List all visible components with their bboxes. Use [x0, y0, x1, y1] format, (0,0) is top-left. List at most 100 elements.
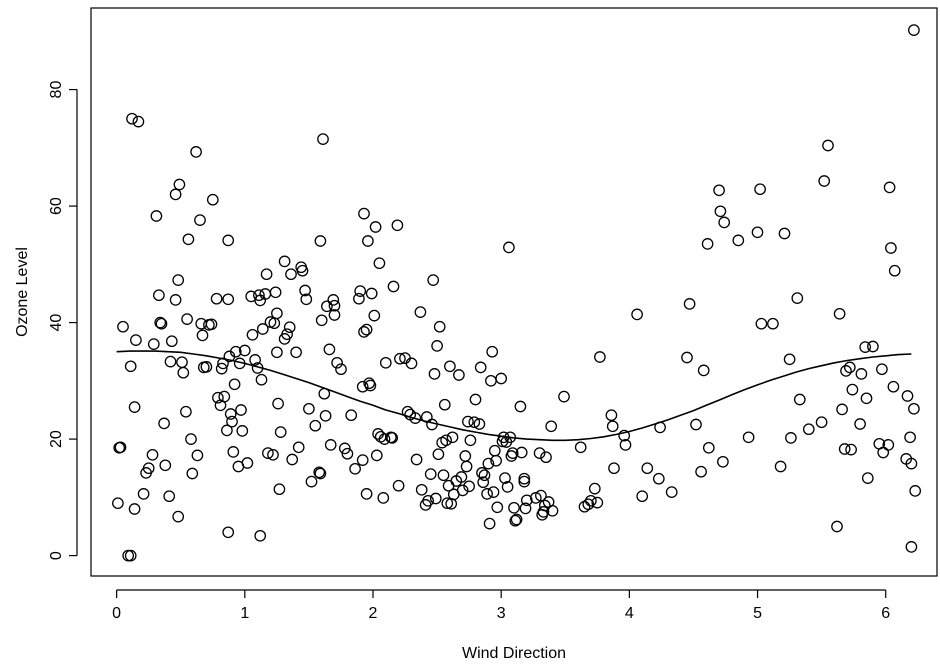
data-point	[182, 233, 195, 246]
data-point	[128, 503, 141, 515]
data-point	[501, 481, 514, 493]
data-point	[273, 483, 286, 496]
data-point	[732, 234, 745, 247]
data-point	[717, 455, 729, 468]
data-point	[476, 467, 488, 479]
data-point	[360, 488, 373, 500]
data-point	[300, 293, 313, 306]
data-point	[117, 320, 129, 333]
data-point	[860, 392, 873, 405]
data-point	[130, 334, 142, 346]
data-point	[433, 320, 446, 333]
data-point	[591, 496, 604, 509]
data-point	[535, 489, 547, 502]
data-point	[574, 441, 587, 454]
data-point	[695, 465, 707, 478]
data-point	[254, 529, 267, 542]
data-point	[460, 460, 473, 473]
data-point	[665, 486, 678, 498]
data-point	[831, 520, 843, 533]
data-point	[681, 351, 693, 364]
data-point	[222, 293, 235, 306]
data-point	[267, 448, 279, 461]
data-point	[124, 549, 137, 562]
data-point	[154, 316, 167, 329]
data-point	[468, 416, 481, 429]
data-point	[754, 183, 766, 196]
data-point	[618, 429, 631, 442]
data-point	[482, 457, 495, 470]
data-point	[328, 299, 341, 312]
data-point	[887, 380, 900, 393]
data-point	[374, 430, 387, 443]
data-point	[313, 466, 326, 479]
data-point	[362, 235, 374, 247]
data-point	[594, 351, 606, 363]
data-point	[253, 289, 265, 302]
data-point	[585, 494, 597, 507]
data-point	[338, 442, 351, 455]
data-point	[122, 549, 135, 562]
data-point	[520, 494, 533, 507]
smooth-fit-line	[116, 350, 912, 442]
data-point	[432, 448, 445, 461]
data-point	[455, 471, 468, 483]
y-tick-label: 40	[48, 314, 65, 332]
data-point	[286, 453, 299, 466]
data-point	[224, 408, 237, 420]
data-point	[391, 219, 404, 232]
data-point	[503, 241, 515, 254]
y-tick-label: 80	[48, 81, 65, 99]
data-point	[867, 340, 879, 353]
data-point	[292, 441, 305, 454]
data-point	[158, 417, 170, 430]
y-tick-label: 60	[48, 197, 65, 215]
data-point	[545, 420, 558, 433]
data-point	[702, 441, 715, 454]
data-point	[410, 453, 423, 466]
data-point	[474, 361, 487, 374]
data-point	[485, 374, 497, 387]
data-point	[546, 504, 559, 517]
data-point	[755, 317, 768, 330]
data-point	[181, 313, 193, 325]
data-point	[165, 335, 178, 348]
data-point	[428, 368, 441, 380]
data-point	[218, 390, 231, 403]
x-tick-label: 5	[753, 605, 762, 622]
data-point	[372, 428, 384, 440]
data-point	[464, 434, 477, 447]
data-point	[246, 328, 259, 341]
data-point	[373, 257, 386, 270]
data-point	[742, 431, 755, 444]
data-point	[305, 475, 318, 488]
x-tick-label: 6	[881, 605, 890, 622]
data-point	[519, 502, 532, 515]
data-point	[317, 133, 329, 145]
data-point	[845, 443, 857, 456]
data-point	[172, 274, 185, 286]
data-point	[882, 439, 895, 451]
data-point	[314, 467, 327, 480]
data-point	[323, 343, 336, 356]
data-point	[885, 242, 897, 254]
data-point	[387, 280, 400, 293]
x-tick-label: 2	[369, 605, 378, 622]
data-point	[356, 380, 369, 393]
data-point	[713, 184, 725, 197]
data-point	[488, 444, 501, 457]
data-point	[429, 492, 442, 505]
data-point	[854, 418, 866, 430]
data-point	[262, 447, 274, 459]
data-point	[172, 510, 185, 523]
data-point	[490, 454, 502, 467]
scatter-points	[112, 24, 922, 562]
data-point	[785, 432, 797, 444]
data-point	[515, 446, 528, 459]
data-point	[235, 404, 247, 416]
x-tick-label: 3	[497, 605, 506, 622]
data-point	[159, 459, 172, 472]
data-point	[296, 264, 309, 277]
data-point	[767, 317, 779, 330]
data-point	[255, 373, 268, 386]
